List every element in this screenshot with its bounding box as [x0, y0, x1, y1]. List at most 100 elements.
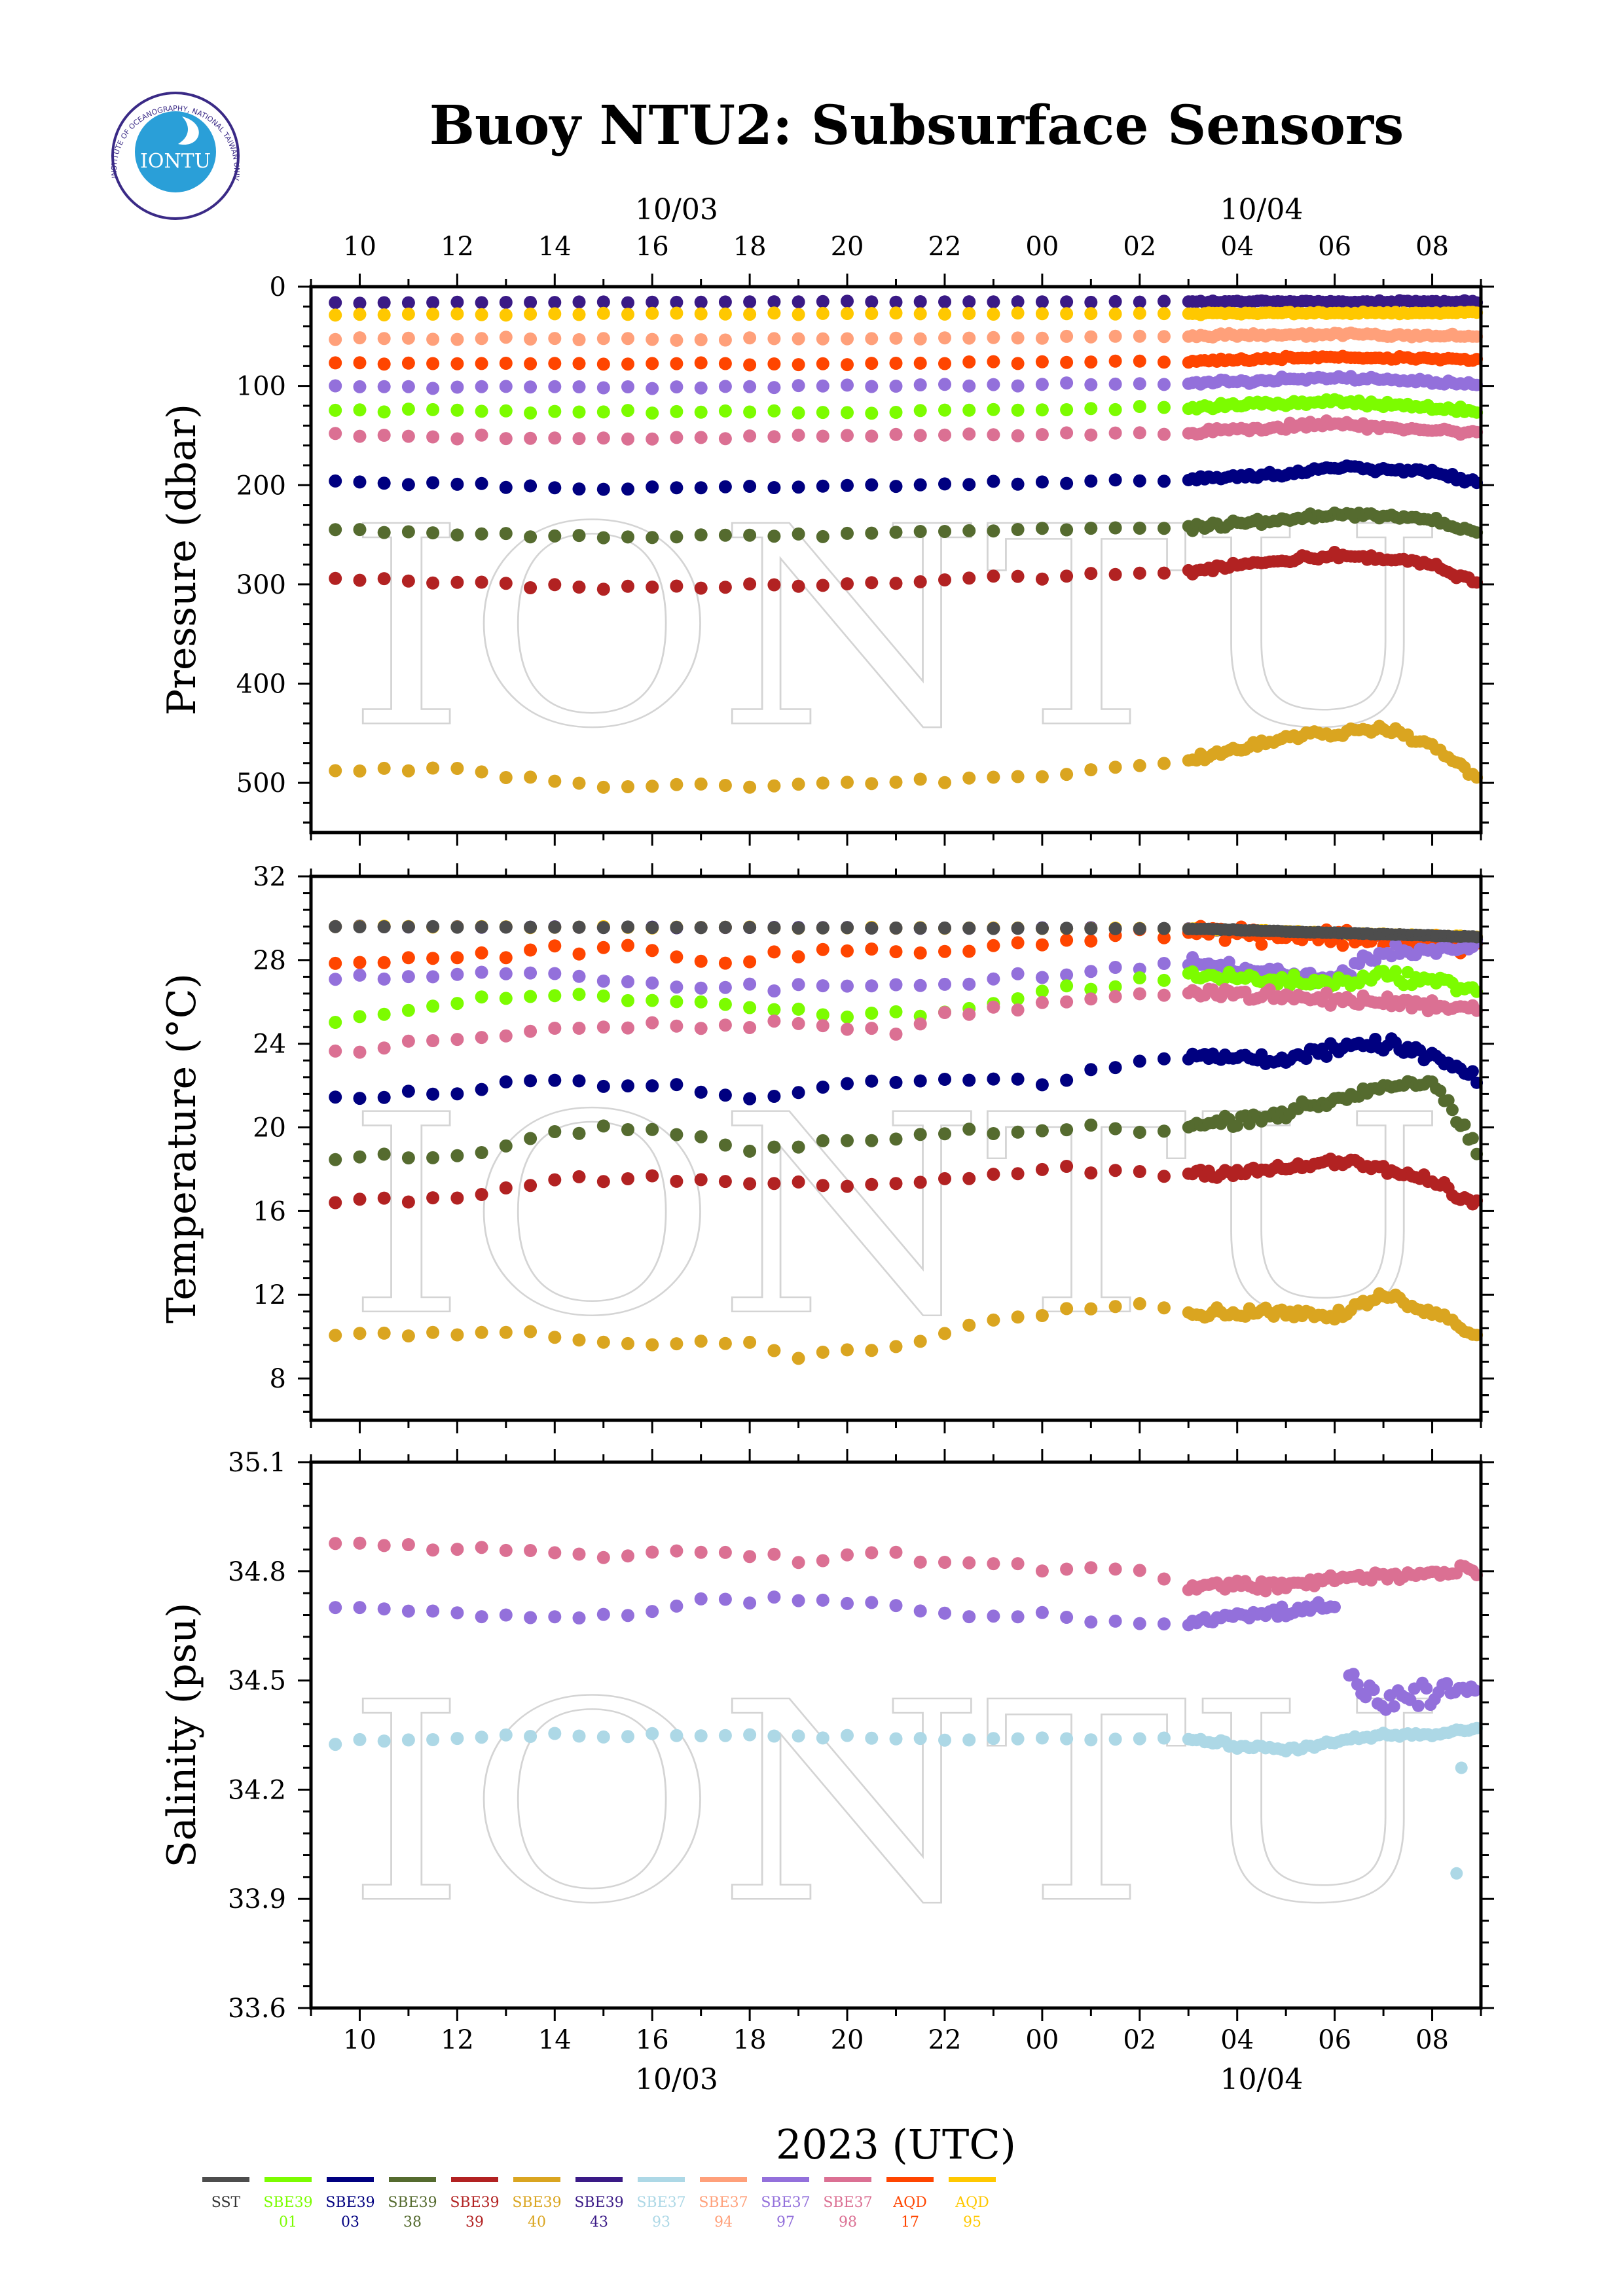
data-point	[718, 1088, 732, 1102]
data-point	[548, 989, 562, 1003]
data-point	[646, 382, 659, 395]
series-aqd-95	[329, 305, 1484, 322]
data-point	[889, 380, 903, 393]
data-point	[596, 975, 610, 988]
data-point	[1458, 1118, 1471, 1131]
data-point	[889, 921, 903, 935]
x-tick-label-bottom: 12	[441, 2025, 474, 2055]
series-group	[329, 294, 1484, 794]
data-point	[1158, 330, 1171, 344]
data-point	[377, 1147, 391, 1161]
data-point	[401, 970, 415, 984]
data-point	[962, 295, 976, 309]
data-point	[621, 404, 634, 418]
data-point	[767, 1590, 781, 1604]
data-point	[353, 764, 367, 778]
data-point	[841, 1548, 854, 1562]
y-ticks: 35.1 34.8 34.5 34.2 33.9 33.6	[228, 1448, 1494, 2024]
data-point	[329, 1601, 342, 1615]
data-point	[865, 1134, 879, 1147]
data-point	[670, 778, 684, 791]
data-point	[865, 922, 879, 935]
legend-sublabel: 98	[839, 2214, 857, 2231]
data-point	[377, 1602, 391, 1616]
data-point	[1060, 307, 1074, 321]
data-point	[670, 306, 684, 320]
data-point	[426, 430, 440, 444]
data-point	[767, 1547, 781, 1561]
data-point	[426, 1325, 440, 1339]
data-point	[572, 1022, 586, 1035]
data-point	[401, 1329, 415, 1343]
data-point	[670, 1174, 684, 1188]
data-point	[889, 480, 903, 493]
data-point	[450, 1033, 464, 1047]
data-point	[548, 431, 562, 445]
data-point	[1133, 922, 1146, 935]
data-point	[524, 1611, 538, 1624]
data-point	[938, 1127, 951, 1141]
legend-sublabel: 97	[776, 2214, 795, 2231]
data-point	[1060, 933, 1074, 947]
data-point	[401, 296, 415, 310]
data-point	[816, 306, 830, 320]
data-point	[621, 332, 634, 346]
data-point	[1158, 378, 1171, 391]
data-point	[1133, 1054, 1146, 1068]
data-point	[377, 476, 391, 490]
data-point	[865, 1731, 879, 1745]
data-point	[1434, 1085, 1447, 1098]
data-point	[426, 1034, 440, 1047]
data-point	[913, 525, 927, 538]
data-point	[743, 1728, 757, 1742]
data-point	[1011, 306, 1025, 320]
data-point	[865, 1546, 879, 1560]
data-point	[694, 1335, 708, 1348]
data-point	[1328, 1600, 1341, 1613]
data-point	[621, 975, 634, 988]
data-point	[426, 999, 440, 1013]
data-point	[938, 921, 951, 935]
data-point	[1108, 1300, 1122, 1314]
data-point	[1011, 429, 1025, 442]
data-point	[987, 403, 1000, 416]
data-point	[1133, 971, 1146, 984]
data-point	[1035, 922, 1049, 935]
data-point	[1133, 474, 1146, 488]
logo-swirl	[178, 117, 199, 145]
data-point	[792, 978, 805, 992]
x-tick-label-top: 02	[1123, 232, 1156, 262]
data-point	[596, 921, 610, 935]
data-point	[962, 355, 976, 368]
data-point	[548, 529, 562, 543]
data-point	[353, 573, 367, 587]
y-tick-label: 400	[236, 670, 286, 700]
data-point	[426, 1191, 440, 1205]
data-point	[475, 1031, 488, 1045]
data-point	[1035, 522, 1049, 535]
data-point	[987, 1557, 1000, 1571]
data-point	[792, 295, 805, 309]
data-point	[718, 307, 732, 321]
data-point	[841, 1077, 854, 1090]
data-point	[938, 1556, 951, 1569]
data-point	[743, 429, 757, 443]
data-point	[377, 1090, 391, 1104]
data-point	[718, 956, 732, 970]
data-point	[401, 1733, 415, 1747]
data-point	[816, 1081, 830, 1094]
data-point	[426, 1604, 440, 1618]
data-point	[962, 944, 976, 958]
data-point	[401, 1195, 415, 1209]
data-point	[475, 1325, 488, 1339]
data-point	[718, 1336, 732, 1350]
data-point	[1108, 567, 1122, 581]
data-point	[889, 427, 903, 441]
data-point	[962, 1122, 976, 1136]
y-axis-label: Pressure (dbar)	[159, 404, 205, 715]
data-point	[1158, 307, 1171, 321]
data-point	[792, 1175, 805, 1189]
data-point	[962, 1733, 976, 1747]
data-point	[621, 482, 634, 496]
data-point	[596, 482, 610, 496]
